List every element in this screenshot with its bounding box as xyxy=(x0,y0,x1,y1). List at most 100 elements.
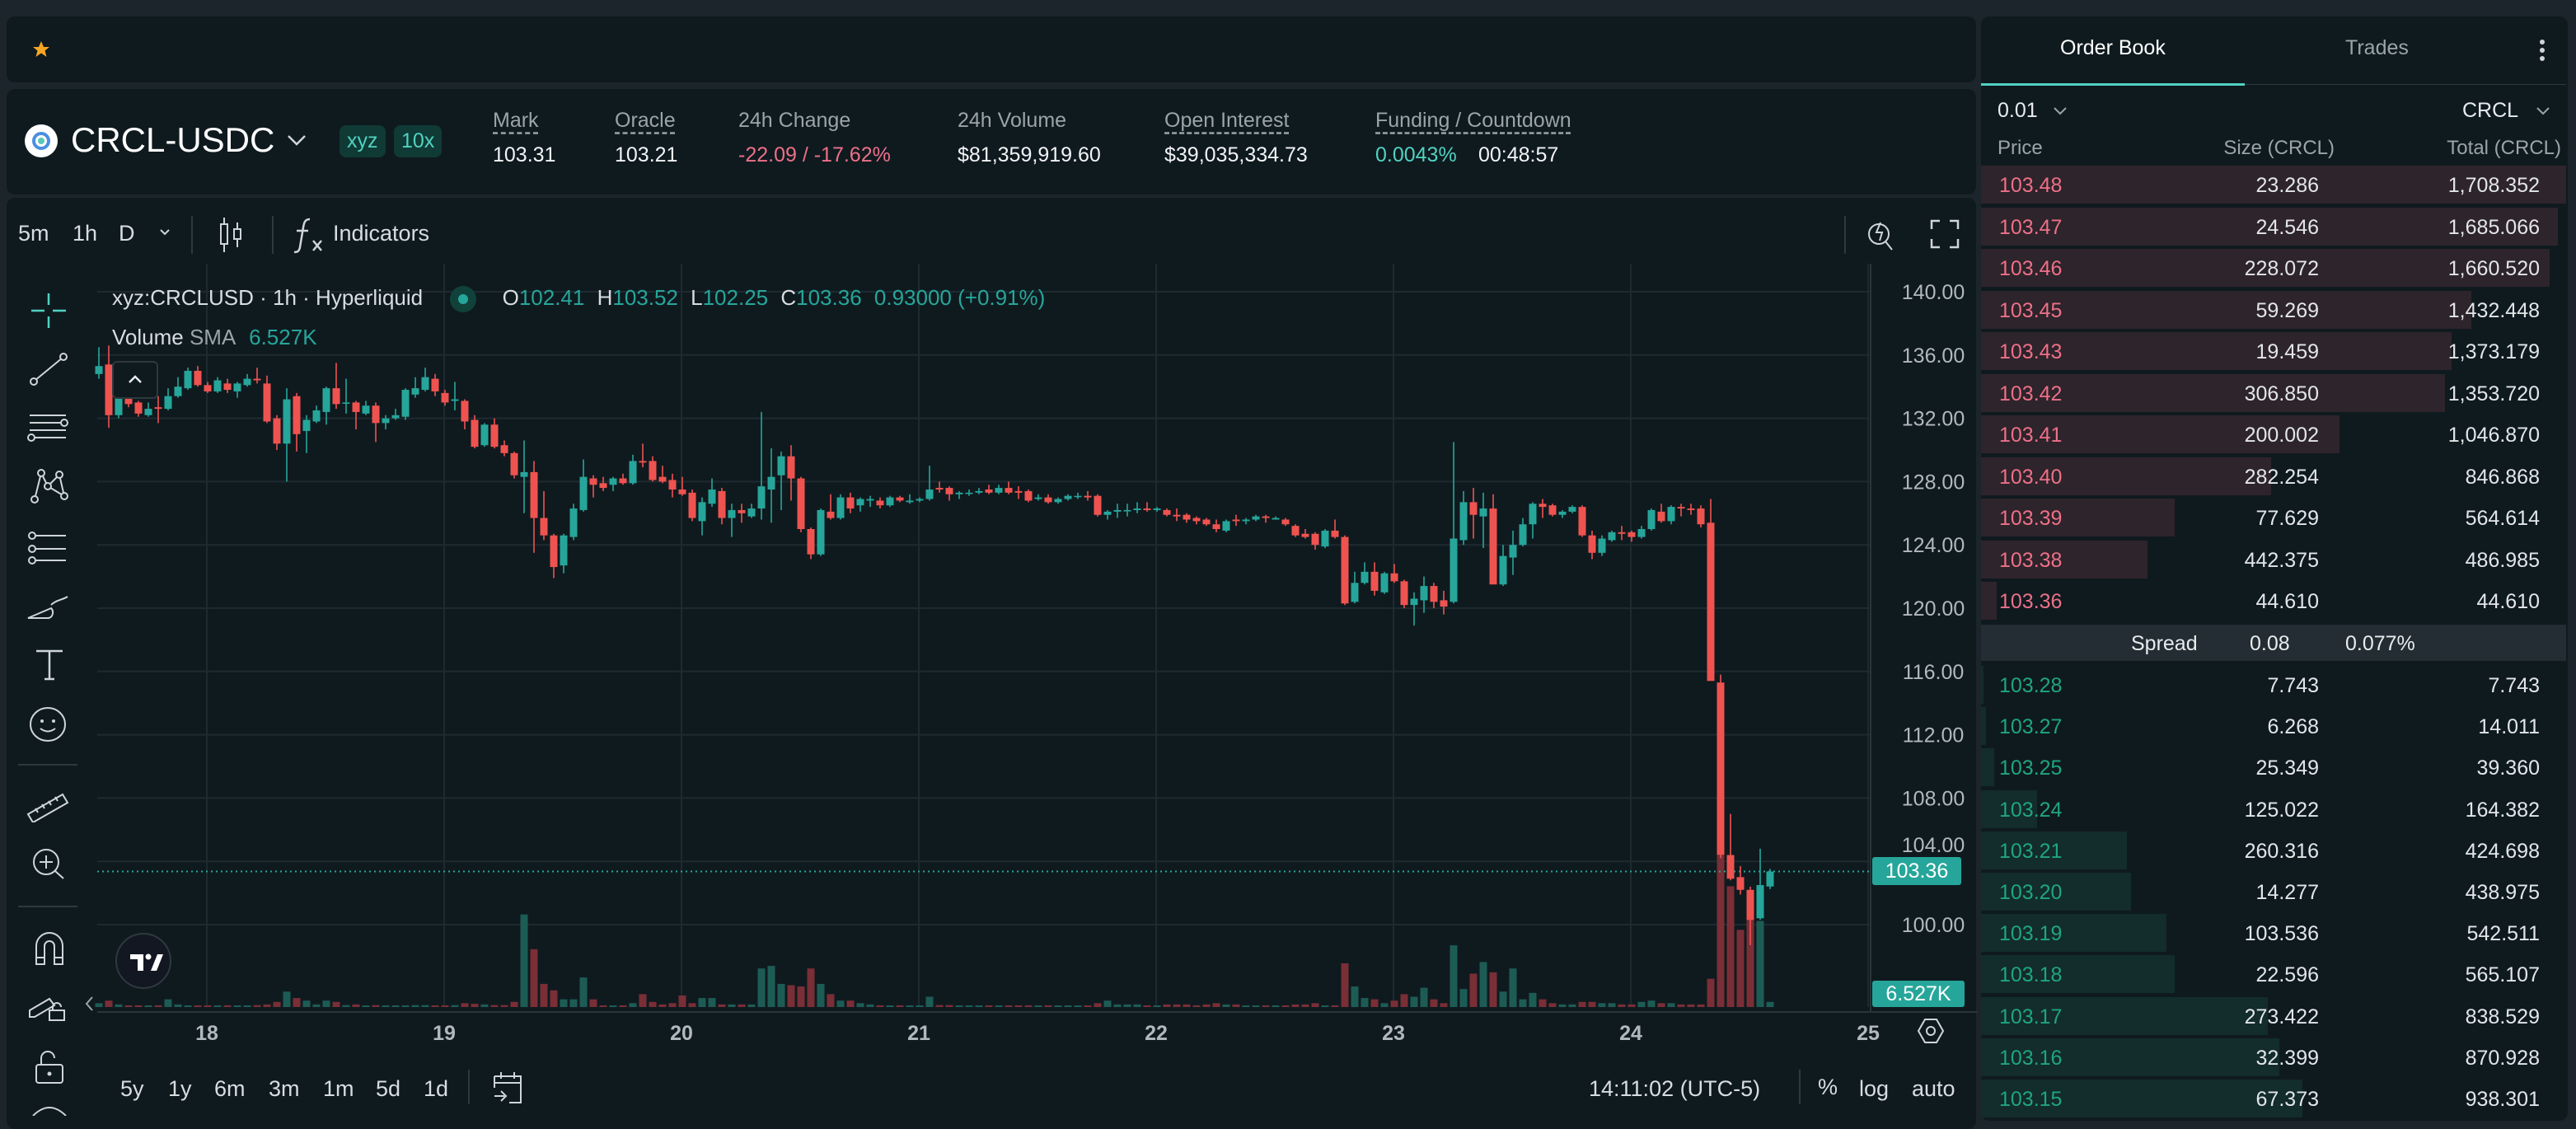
ask-row[interactable]: 103.42 306.850 1,353.720 xyxy=(1981,373,2566,412)
bid-total: 7.743 xyxy=(2488,674,2540,697)
indicators-button[interactable]: Indicators xyxy=(333,221,430,246)
fx-icon[interactable] xyxy=(290,216,326,254)
candle-body xyxy=(1598,538,1606,553)
ask-row[interactable]: 103.36 44.610 44.610 xyxy=(1981,582,2566,620)
star-icon[interactable] xyxy=(31,40,51,59)
bid-price: 103.20 xyxy=(1999,881,2063,904)
go-to-date-icon[interactable] xyxy=(491,1070,524,1104)
magnet-icon[interactable] xyxy=(33,930,66,966)
chevron-down-icon[interactable] xyxy=(2052,105,2068,115)
range-1m[interactable]: 1m xyxy=(323,1076,354,1101)
volume-bar xyxy=(1746,919,1754,1007)
chevron-down-icon[interactable] xyxy=(158,227,171,237)
tab-trades[interactable]: Trades xyxy=(2345,36,2409,59)
pattern-icon[interactable] xyxy=(28,468,69,506)
bid-row[interactable]: 103.15 67.373 938.301 xyxy=(1981,1080,2566,1117)
ask-row[interactable]: 103.45 59.269 1,432.448 xyxy=(1981,290,2566,329)
chevron-down-icon[interactable] xyxy=(2535,105,2551,115)
ask-row[interactable]: 103.47 24.546 1,685.066 xyxy=(1981,207,2566,246)
clock-time[interactable]: 14:11:02 (UTC-5) xyxy=(1589,1076,1761,1101)
ask-row[interactable]: 103.48 23.286 1,708.352 xyxy=(1981,166,2566,204)
tab-order-book[interactable]: Order Book xyxy=(2060,36,2166,59)
tick-size-select[interactable]: 0.01 xyxy=(1998,99,2038,122)
percent-scale-toggle[interactable]: % xyxy=(1818,1075,1838,1099)
bid-row[interactable]: 103.28 7.743 7.743 xyxy=(1981,666,2566,704)
volume-bar xyxy=(1687,1004,1695,1007)
bid-total: 39.360 xyxy=(2476,757,2540,780)
candle-body xyxy=(1657,511,1665,522)
candle-body xyxy=(1677,507,1685,509)
unlock-icon[interactable] xyxy=(33,1048,66,1086)
pair-selector[interactable]: CRCL-USDC xyxy=(71,120,275,159)
candle-body xyxy=(698,502,706,522)
trend-line-icon[interactable] xyxy=(28,351,69,387)
chart-settings-icon[interactable] xyxy=(1917,1017,1945,1045)
mark-label: Mark xyxy=(493,109,539,132)
range-1d[interactable]: 1d xyxy=(424,1076,449,1101)
crosshair-icon[interactable] xyxy=(30,292,68,330)
fib-retracement-icon[interactable] xyxy=(26,531,71,569)
bid-row[interactable]: 103.25 25.349 39.360 xyxy=(1981,748,2566,787)
ask-size: 282.254 xyxy=(2244,465,2319,489)
chevron-down-icon[interactable] xyxy=(285,132,308,148)
candle-body xyxy=(1459,502,1468,541)
zoom-in-icon[interactable] xyxy=(30,846,69,883)
price-tick-label: 132.00 xyxy=(1902,408,1965,431)
interval-1h[interactable]: 1h xyxy=(73,221,98,246)
bid-row[interactable]: 103.16 32.399 870.928 xyxy=(1981,1038,2566,1076)
fullscreen-icon[interactable] xyxy=(1930,219,1960,249)
range-6m[interactable]: 6m xyxy=(214,1076,246,1101)
collapse-toolbar-icon[interactable] xyxy=(84,995,94,1012)
candle-body xyxy=(985,490,993,493)
bid-row[interactable]: 103.20 14.277 438.975 xyxy=(1981,873,2566,911)
more-options-icon[interactable] xyxy=(2538,38,2546,63)
toolbar-divider xyxy=(18,764,77,766)
ask-row[interactable]: 103.38 442.375 486.985 xyxy=(1981,540,2566,579)
range-5d[interactable]: 5d xyxy=(376,1076,401,1101)
ask-row[interactable]: 103.40 282.254 846.868 xyxy=(1981,457,2566,495)
candlestick-type-icon[interactable] xyxy=(216,216,246,254)
candle-body xyxy=(1469,502,1478,515)
ask-row[interactable]: 103.41 200.002 1,046.870 xyxy=(1981,415,2566,453)
candle-body xyxy=(1756,885,1764,919)
interval-5m[interactable]: 5m xyxy=(18,221,49,246)
log-scale-toggle[interactable]: log xyxy=(1859,1076,1890,1101)
volume-sma-label: 6.527K xyxy=(1872,981,1965,1007)
tradingview-logo[interactable] xyxy=(115,933,171,989)
ask-row[interactable]: 103.46 228.072 1,660.520 xyxy=(1981,249,2566,287)
bid-row[interactable]: 103.21 260.316 424.698 xyxy=(1981,831,2566,869)
ask-price: 103.38 xyxy=(1999,548,2063,572)
volume-bar xyxy=(738,1004,746,1007)
depth-bar xyxy=(1981,666,1984,704)
auto-scale-toggle[interactable]: auto xyxy=(1912,1076,1955,1101)
parallel-lines-icon[interactable] xyxy=(26,410,71,447)
ask-row[interactable]: 103.39 77.629 564.614 xyxy=(1981,499,2566,536)
date-tick-label: 21 xyxy=(907,1022,930,1045)
quick-search-icon[interactable] xyxy=(1866,216,1899,254)
volume-bar xyxy=(302,1000,311,1007)
unit-select[interactable]: CRCL xyxy=(2462,99,2519,122)
bid-row[interactable]: 103.18 22.596 565.107 xyxy=(1981,955,2566,994)
brush-icon[interactable] xyxy=(26,587,71,623)
candle-body xyxy=(757,486,766,509)
range-3m[interactable]: 3m xyxy=(269,1076,300,1101)
bid-row[interactable]: 103.27 6.268 14.011 xyxy=(1981,707,2566,746)
eye-icon[interactable] xyxy=(30,1101,69,1116)
emoji-icon[interactable] xyxy=(28,705,68,743)
bid-row[interactable]: 103.19 103.536 542.511 xyxy=(1981,914,2566,953)
bid-row[interactable]: 103.17 273.422 838.529 xyxy=(1981,996,2566,1035)
ask-row[interactable]: 103.43 19.459 1,373.179 xyxy=(1981,332,2566,370)
volume-bar xyxy=(362,1005,370,1007)
leverage-badge[interactable]: 10x xyxy=(394,125,443,157)
text-icon[interactable] xyxy=(33,648,66,682)
interval-d[interactable]: D xyxy=(119,221,135,246)
collapse-legend-button[interactable] xyxy=(112,361,158,399)
range-5y[interactable]: 5y xyxy=(120,1076,144,1101)
bid-row[interactable]: 103.24 125.022 164.382 xyxy=(1981,789,2566,828)
lock-drawings-icon[interactable] xyxy=(28,986,69,1024)
range-1y[interactable]: 1y xyxy=(168,1076,192,1101)
ruler-icon[interactable] xyxy=(26,785,71,822)
volume-bar xyxy=(490,1005,499,1007)
candle-body xyxy=(1509,545,1517,558)
